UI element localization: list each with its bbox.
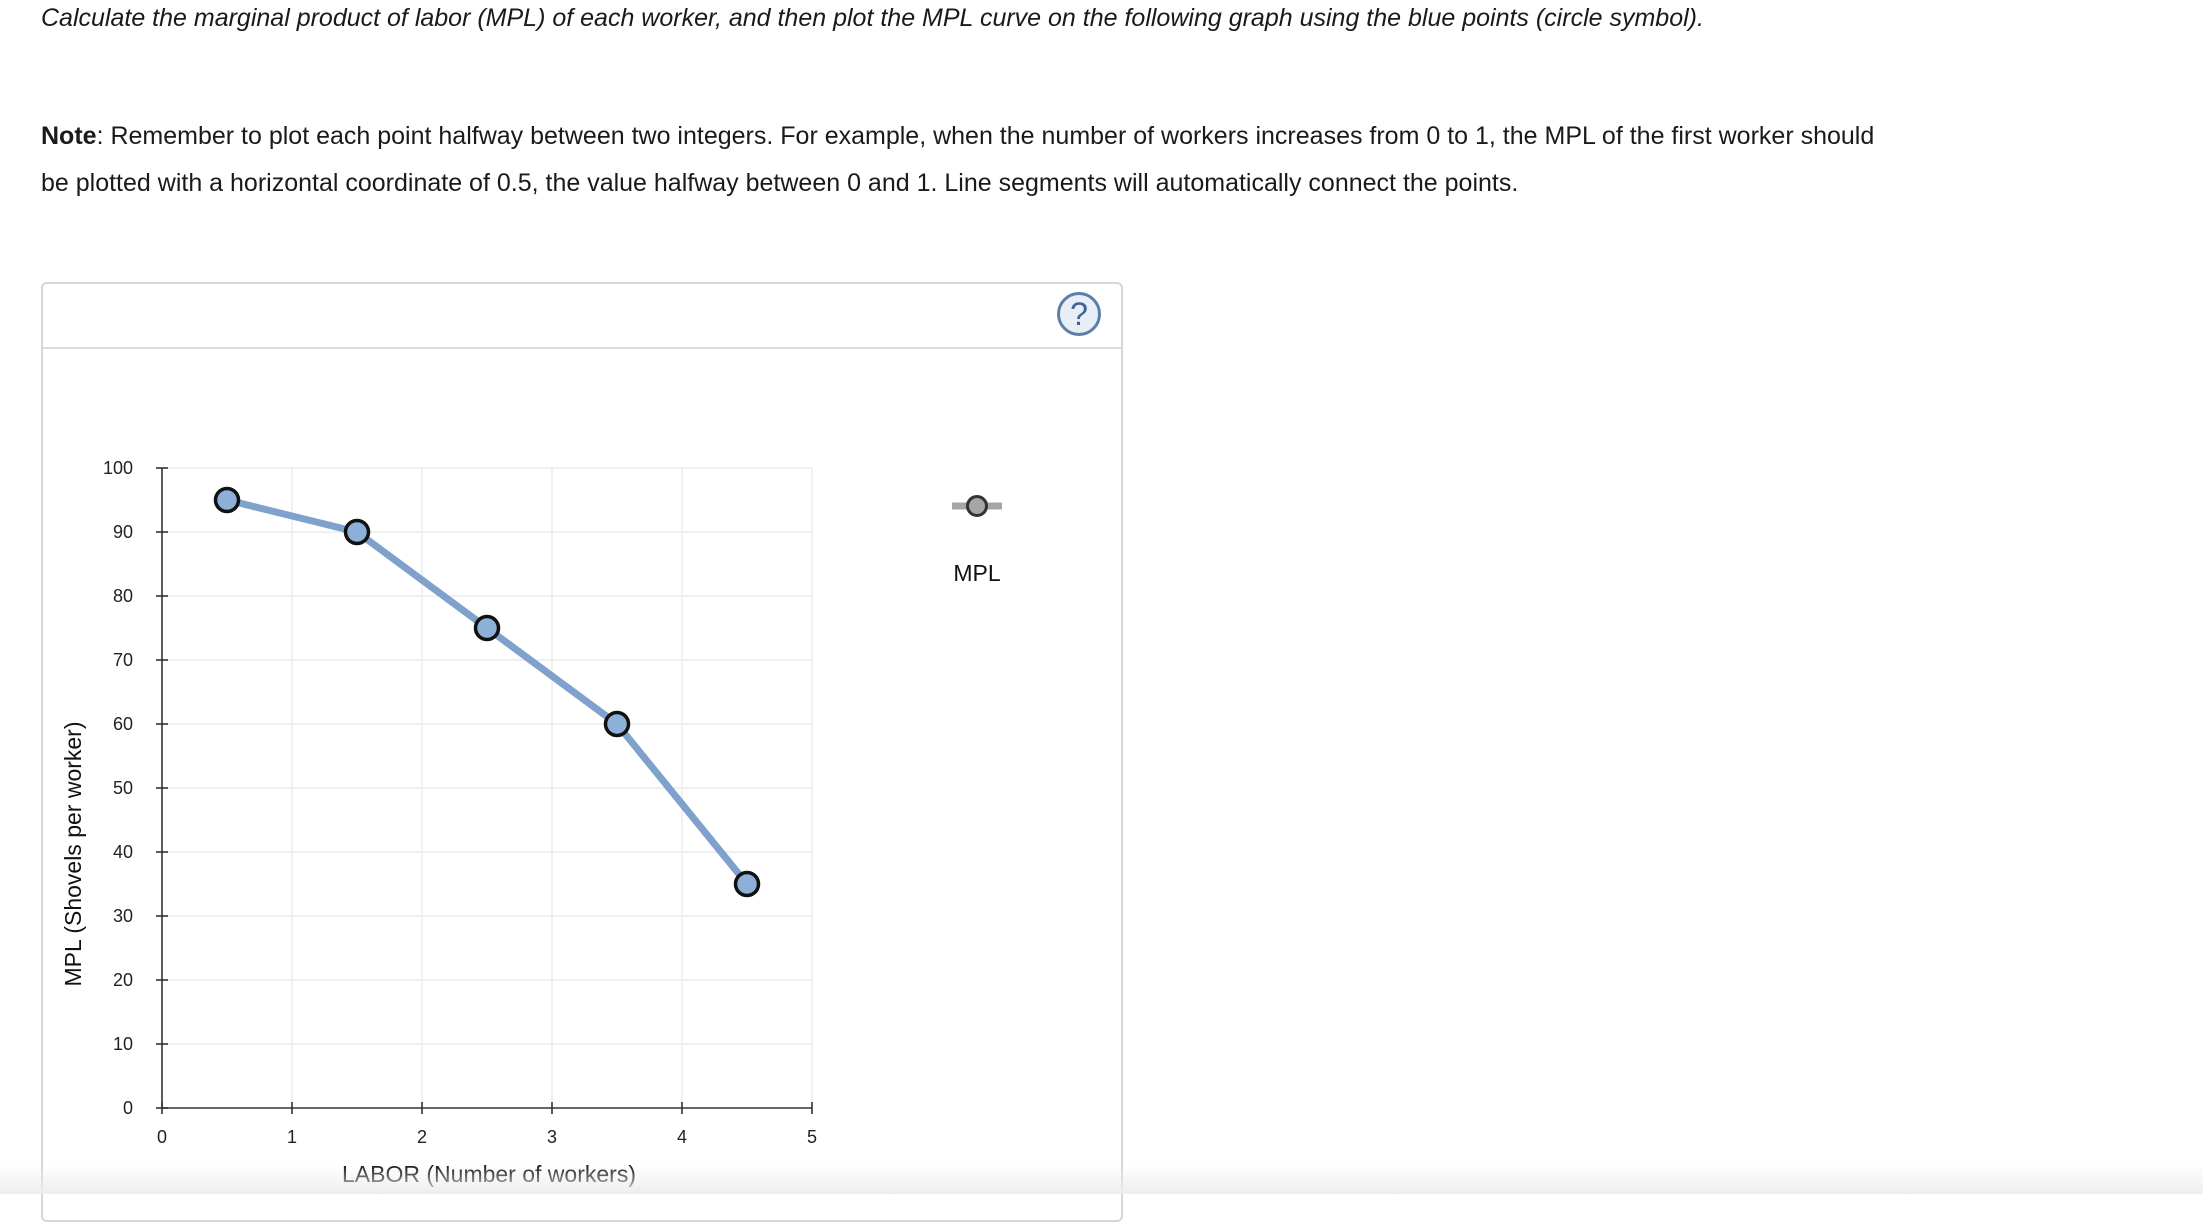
question-circle-icon[interactable]: ? <box>1057 292 1101 336</box>
graph-toolbar <box>43 284 1121 349</box>
x-tick-label: 3 <box>547 1127 557 1147</box>
note-body: : Remember to plot each point halfway be… <box>41 122 1875 197</box>
y-tick-label: 80 <box>113 586 133 606</box>
y-tick-label: 70 <box>113 650 133 670</box>
y-axis-title: MPL (Shovels per worker) <box>60 721 86 986</box>
mpl-point[interactable] <box>473 614 501 642</box>
note-label: Note <box>41 122 97 150</box>
y-tick-label: 60 <box>113 714 133 734</box>
mpl-series[interactable] <box>213 486 761 898</box>
mpl-point[interactable] <box>603 710 631 738</box>
x-tick-label: 5 <box>807 1127 817 1147</box>
chart-axes <box>156 467 813 1114</box>
y-tick-label: 0 <box>123 1098 133 1118</box>
mpl-point[interactable] <box>343 518 371 546</box>
x-tick-label: 1 <box>287 1127 297 1147</box>
mpl-chart: 0 10 20 30 40 50 60 70 80 90 100 0 1 2 3 4 5 LABOR (Numb… <box>60 458 1002 1187</box>
instruction-text: Calculate the marginal product of labor … <box>41 4 1704 32</box>
x-tick-label: 0 <box>157 1127 167 1147</box>
y-tick-label: 10 <box>113 1034 133 1054</box>
legend: MPL <box>952 495 1002 586</box>
mpl-point[interactable] <box>213 486 241 514</box>
graph-panel <box>41 282 1123 1222</box>
mpl-point[interactable] <box>733 870 761 898</box>
y-tick-label: 100 <box>103 458 133 478</box>
x-axis-title: LABOR (Number of workers) <box>342 1161 636 1187</box>
chart-grid <box>162 467 813 1108</box>
mpl-curve-line <box>223 496 751 888</box>
x-tick-label: 2 <box>417 1127 427 1147</box>
y-tick-label: 20 <box>113 970 133 990</box>
legend-label-mpl: MPL <box>953 560 1001 586</box>
y-tick-label: 40 <box>113 842 133 862</box>
y-tick-label: 30 <box>113 906 133 926</box>
x-tick-label: 4 <box>677 1127 687 1147</box>
legend-marker[interactable] <box>966 495 988 517</box>
note-text: Note: Remember to plot each point halfwa… <box>41 113 1901 207</box>
y-tick-label: 50 <box>113 778 133 798</box>
chart-tick-labels: 0 10 20 30 40 50 60 70 80 90 100 0 1 2 3 4 5 <box>103 458 817 1147</box>
y-tick-label: 90 <box>113 522 133 542</box>
